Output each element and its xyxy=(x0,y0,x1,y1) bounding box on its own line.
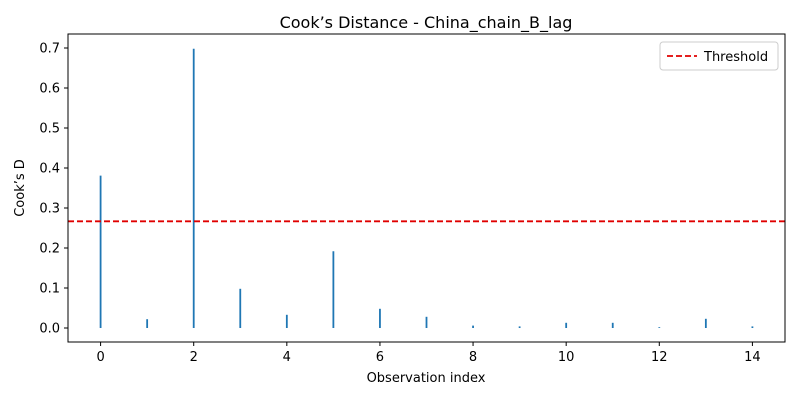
x-tick-label: 10 xyxy=(558,350,575,365)
x-axis-ticks: 0 2 4 6 8 10 12 14 xyxy=(96,342,761,365)
y-axis-label: Cook’s D xyxy=(13,159,28,217)
x-tick-label: 2 xyxy=(190,350,198,365)
y-tick-label: 0.6 xyxy=(39,82,60,97)
y-tick-label: 0.7 xyxy=(39,42,60,57)
legend-threshold-label: Threshold xyxy=(703,50,768,65)
x-axis-label: Observation index xyxy=(367,371,486,386)
x-tick-label: 6 xyxy=(376,350,384,365)
y-tick-label: 0.4 xyxy=(39,162,60,177)
legend-box xyxy=(659,41,779,71)
chart-title: Cook’s Distance - China_chain_B_lag xyxy=(280,13,573,33)
x-tick-label: 8 xyxy=(469,350,477,365)
y-tick-label: 0.5 xyxy=(39,122,60,137)
plot-frame xyxy=(67,33,786,343)
x-tick-label: 14 xyxy=(744,350,761,365)
y-tick-label: 0.2 xyxy=(39,242,60,257)
x-tick-label: 0 xyxy=(96,350,104,365)
legend: Threshold xyxy=(659,41,779,71)
stem-series xyxy=(99,48,754,328)
y-axis-ticks: 0.0 0.1 0.2 0.3 0.4 0.5 0.6 0.7 xyxy=(39,42,68,337)
y-tick-label: 0.3 xyxy=(39,202,60,217)
x-tick-label: 12 xyxy=(651,350,668,365)
y-tick-label: 0.0 xyxy=(39,322,60,337)
x-tick-label: 4 xyxy=(283,350,291,365)
y-tick-label: 0.1 xyxy=(39,282,60,297)
